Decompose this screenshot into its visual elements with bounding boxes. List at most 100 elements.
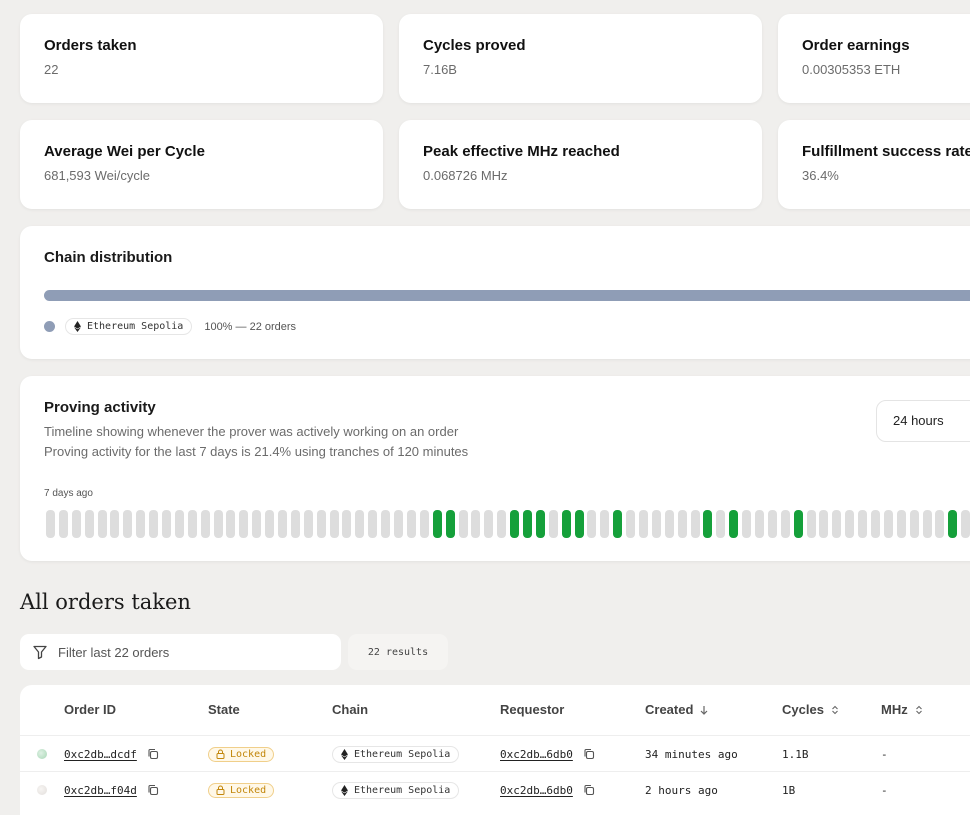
order-id-link[interactable]: 0xc2db…f04d [64,783,137,797]
table-row[interactable]: 0xc2db…f04d Locked Ethereum Sepolia 0xc2… [20,771,970,808]
activity-tranche-idle [342,510,352,538]
stat-title: Fulfillment success rate [802,143,970,160]
activity-tranche-idle [458,510,468,538]
status-dot [37,785,47,795]
activity-tranche-active [432,510,442,538]
column-header-chain[interactable]: Chain [332,702,369,717]
stat-title: Orders taken [44,37,137,54]
chain-pill: Ethereum Sepolia [65,318,193,335]
activity-tranche-idle [213,510,223,538]
stat-value: 36.4% [802,168,839,183]
chain-distribution-bar [44,290,970,301]
requestor-link[interactable]: 0xc2db…6db0 [500,783,573,797]
filter-input[interactable] [56,643,320,661]
activity-tranche-active [948,510,958,538]
column-header-requestor[interactable]: Requestor [500,702,565,717]
stat-value: 681,593 Wei/cycle [44,168,150,183]
proving-activity-summary: Proving activity for the last 7 days is … [44,444,469,459]
time-range-select[interactable]: 24 hours [876,400,970,442]
stat-card-order-earnings: Order earnings 0.00305353 ETH [778,14,970,103]
status-dot [37,749,47,759]
activity-tranche-idle [174,510,184,538]
activity-tranche-idle [252,510,262,538]
activity-tranche-idle [961,510,970,538]
activity-tranche-idle [767,510,777,538]
requestor-link[interactable]: 0xc2db…6db0 [500,747,573,761]
column-header-created[interactable]: Created [645,702,709,717]
activity-tranche-idle [587,510,597,538]
stat-card-fulfillment-rate: Fulfillment success rate 36.4% [778,120,970,209]
activity-tranche-idle [845,510,855,538]
stat-title: Cycles proved [423,37,526,54]
activity-tranche-idle [406,510,416,538]
copy-icon[interactable] [583,784,595,796]
activity-tranche-idle [935,510,945,538]
activity-tranche-idle [290,510,300,538]
cycles-value: 1.1B [782,747,809,761]
activity-tranche-active [574,510,584,538]
stat-card-orders-taken: Orders taken 22 [20,14,383,103]
chain-share-text: 100% — 22 orders [204,320,297,333]
order-id-link[interactable]: 0xc2db…dcdf [64,747,137,761]
stat-value: 0.00305353 ETH [802,62,901,77]
stat-title: Peak effective MHz reached [423,143,620,160]
activity-tranche-idle [162,510,172,538]
activity-tranche-idle [780,510,790,538]
activity-tranche-idle [754,510,764,538]
activity-tranche-idle [187,510,197,538]
stat-value: 7.16B [423,62,457,77]
activity-tranche-active [729,510,739,538]
filter-icon [33,645,47,660]
activity-tranche-idle [97,510,107,538]
sort-toggle-icon [915,705,922,714]
chain-name: Ethereum Sepolia [87,321,184,332]
activity-tranche-idle [484,510,494,538]
ethereum-icon [341,784,348,796]
stat-card-average-wei: Average Wei per Cycle 681,593 Wei/cycle [20,120,383,209]
orders-section-title: All orders taken [20,590,191,614]
column-header-cycles[interactable]: Cycles [782,702,840,717]
table-row[interactable]: 0xc2db…dcdf Locked Ethereum Sepolia 0xc2… [20,735,970,772]
filter-box [20,634,341,670]
activity-tranche-idle [832,510,842,538]
stat-card-peak-mhz: Peak effective MHz reached 0.068726 MHz [399,120,762,209]
ethereum-icon [341,748,348,760]
activity-tranche-active [703,510,713,538]
chain-distribution-title: Chain distribution [44,249,173,266]
activity-tranche-idle [471,510,481,538]
copy-icon[interactable] [147,784,159,796]
ethereum-icon [74,321,81,332]
activity-tranche-idle [381,510,391,538]
activity-tranche-idle [71,510,81,538]
activity-tranche-idle [303,510,313,538]
activity-tranche-idle [316,510,326,538]
cycles-value: 1B [782,783,796,797]
activity-tranche-idle [742,510,752,538]
chain-pill: Ethereum Sepolia [332,745,460,763]
activity-tranche-idle [394,510,404,538]
activity-tranche-idle [200,510,210,538]
activity-tranche-active [561,510,571,538]
activity-tranche-idle [497,510,507,538]
column-header-state[interactable]: State [208,702,240,717]
activity-tranche-idle [858,510,868,538]
activity-tranche-active [613,510,623,538]
activity-tranche-idle [149,510,159,538]
chain-distribution-card: Chain distribution Ethereum Sepolia 100%… [20,226,970,359]
activity-tranche-idle [368,510,378,538]
activity-tranche-idle [871,510,880,538]
legend-color-dot [44,321,55,332]
activity-tranche-idle [651,510,661,538]
activity-tranche-idle [226,510,236,538]
orders-table: Order ID State Chain Requestor Created C… [20,685,970,815]
copy-icon[interactable] [583,748,595,760]
activity-tranche-active [535,510,545,538]
activity-tranche-idle [265,510,275,538]
column-header-order-id[interactable]: Order ID [64,702,117,717]
proving-activity-description: Timeline showing whenever the prover was… [44,424,459,439]
activity-tranche-idle [84,510,94,538]
copy-icon[interactable] [147,748,159,760]
stat-title: Order earnings [802,37,910,54]
sort-down-icon [700,705,708,715]
column-header-mhz[interactable]: MHz [881,702,924,717]
